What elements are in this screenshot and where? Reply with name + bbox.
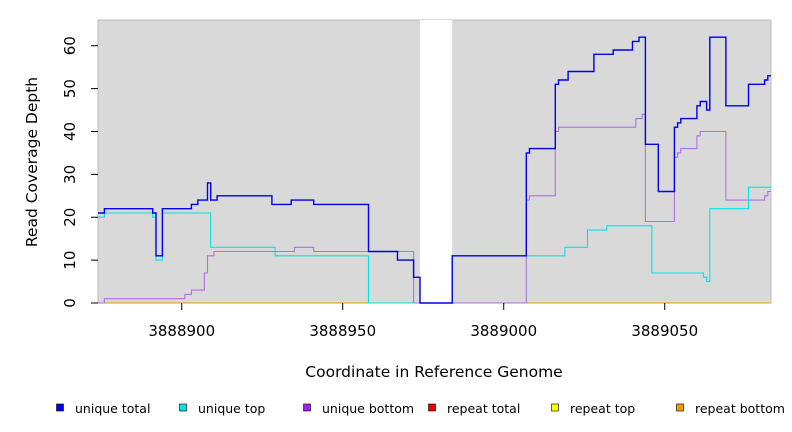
y-tick-label: 10 — [61, 251, 79, 270]
x-axis-title: Coordinate in Reference Genome — [305, 363, 562, 381]
coverage-gap — [420, 20, 453, 303]
y-tick-label: 20 — [61, 208, 79, 227]
legend-label-repeat-top: repeat top — [570, 401, 635, 416]
legend-swatch-unique-top — [179, 403, 187, 412]
legend-swatch-repeat-bottom — [676, 403, 684, 412]
legend-label-repeat-total: repeat total — [447, 401, 520, 416]
series-layer — [98, 36, 771, 304]
legend-label-unique-top: unique top — [198, 401, 265, 416]
y-axis-title: Read Coverage Depth — [23, 77, 41, 247]
legend-label-unique-total: unique total — [75, 401, 150, 416]
x-tick-label: 3888900 — [148, 322, 215, 340]
legend-label-unique-bottom: unique bottom — [322, 401, 414, 416]
x-tick-label: 3889000 — [470, 322, 537, 340]
legend-swatch-unique-total — [56, 403, 64, 412]
x-axis: 3888900 3888950 3889000 3889050 — [148, 303, 698, 340]
y-tick-label: 60 — [61, 36, 79, 55]
legend: unique total unique top unique bottom repea… — [56, 401, 785, 416]
series-line-unique-total — [98, 36, 771, 304]
y-tick-label: 30 — [61, 165, 79, 184]
y-tick-label: 40 — [61, 122, 79, 141]
legend-label-repeat-bottom: repeat bottom — [695, 401, 785, 416]
y-tick-label: 50 — [61, 79, 79, 98]
x-tick-label: 3888950 — [309, 322, 376, 340]
legend-swatch-repeat-top — [551, 403, 559, 412]
legend-swatch-repeat-total — [428, 403, 436, 412]
x-tick-label: 3889050 — [631, 322, 698, 340]
y-tick-label: 0 — [61, 298, 79, 308]
legend-swatch-unique-bottom — [303, 403, 311, 412]
y-axis: 0 10 20 30 40 50 60 — [61, 36, 98, 308]
plot-area — [97, 19, 772, 304]
